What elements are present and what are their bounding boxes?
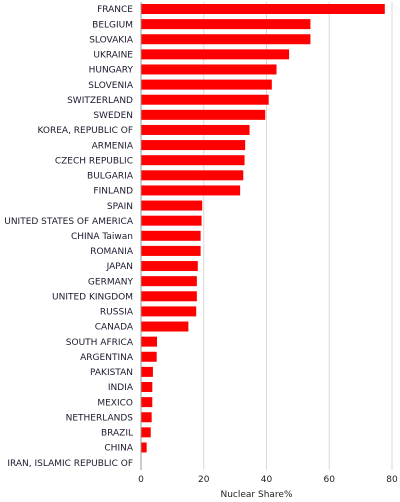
category-label: CHINA <box>104 444 133 454</box>
bar <box>141 230 201 241</box>
bar <box>141 351 157 362</box>
bar <box>141 94 269 105</box>
category-label: ARMENIA <box>92 141 134 151</box>
category-label: NETHERLANDS <box>66 413 134 423</box>
x-tick-label: 40 <box>261 475 273 485</box>
category-label: CHINA Taiwan <box>71 232 133 242</box>
category-label: ARGENTINA <box>80 353 134 363</box>
category-label: BRAZIL <box>101 429 133 439</box>
category-label: RUSSIA <box>100 308 134 318</box>
bar <box>141 306 197 317</box>
category-label: INDIA <box>108 383 134 393</box>
category-label: UNITED KINGDOM <box>52 292 133 302</box>
category-label: SPAIN <box>107 202 133 212</box>
x-tick-label: 80 <box>386 475 398 485</box>
category-label: CANADA <box>95 323 134 333</box>
category-label: SLOVENIA <box>88 81 134 91</box>
category-label: JAPAN <box>106 262 133 272</box>
category-label: FINLAND <box>93 187 133 197</box>
bar <box>141 321 189 332</box>
bar <box>141 19 311 30</box>
bar <box>141 366 153 377</box>
category-label: FRANCE <box>97 5 133 15</box>
bar <box>141 291 197 302</box>
bar <box>141 200 203 211</box>
bar <box>141 276 197 287</box>
category-label: MEXICO <box>97 398 133 408</box>
bar <box>141 170 244 181</box>
x-axis-title: Nuclear Share% <box>220 490 292 500</box>
category-label: BULGARIA <box>87 172 134 182</box>
category-label: GERMANY <box>88 277 134 287</box>
bar <box>141 412 152 423</box>
bar <box>141 336 158 347</box>
category-label: UKRAINE <box>93 51 133 61</box>
bar <box>141 109 266 120</box>
bar <box>141 427 151 438</box>
category-label: HUNGARY <box>89 66 134 76</box>
x-tick-labels: 0 20 40 60 80 <box>138 475 398 485</box>
category-label: SWITZERLAND <box>67 96 133 106</box>
bar <box>141 49 290 60</box>
bar <box>141 140 246 151</box>
category-label: CZECH REPUBLIC <box>55 156 133 166</box>
category-label: ROMANIA <box>90 247 134 257</box>
x-tick-label: 0 <box>138 475 144 485</box>
category-label: KOREA, REPUBLIC OF <box>37 126 133 136</box>
category-label: IRAN, ISLAMIC REPUBLIC OF <box>7 459 133 469</box>
category-label: SOUTH AFRICA <box>66 338 134 348</box>
bar <box>141 185 241 196</box>
bar <box>141 442 147 453</box>
category-label: SLOVAKIA <box>89 35 134 45</box>
bar <box>141 382 153 392</box>
category-label: BELGIUM <box>92 20 133 30</box>
category-label: SWEDEN <box>93 111 133 121</box>
bar <box>141 245 201 256</box>
category-label: UNITED STATES OF AMERICA <box>4 217 134 227</box>
bar <box>141 4 385 14</box>
bar <box>141 155 245 166</box>
category-labels: FRANCE BELGIUM SLOVAKIA UKRAINE HUNGARY SLOVE… <box>4 5 134 469</box>
bar <box>141 34 311 45</box>
bar <box>141 397 153 408</box>
bar <box>141 215 202 226</box>
bar <box>141 261 198 272</box>
bars <box>141 4 385 453</box>
bar <box>141 124 250 135</box>
bar <box>141 79 272 90</box>
x-tick-label: 20 <box>198 475 210 485</box>
x-tick-label: 60 <box>324 475 336 485</box>
bar <box>141 64 277 75</box>
category-label: PAKISTAN <box>90 368 133 378</box>
